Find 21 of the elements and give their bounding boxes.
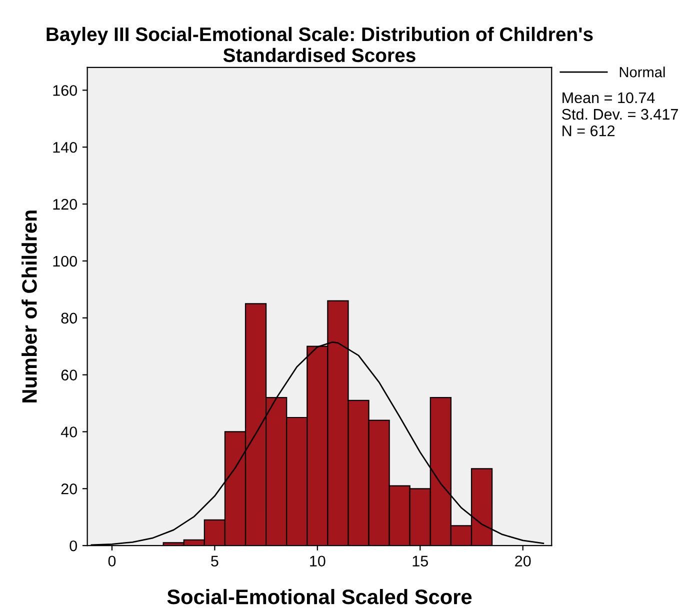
text: Std. Dev. = 3.417 — [562, 108, 678, 120]
y-tick-label: 0 — [70, 540, 77, 552]
y-tick-label: 100 — [53, 256, 77, 267]
text: N = 612 — [562, 125, 614, 136]
legend-label: Normal — [620, 66, 665, 78]
x-tick-label: 20 — [515, 556, 531, 567]
x-tick-label: 5 — [211, 556, 218, 567]
text: Mean = 10.74 — [562, 92, 655, 104]
x-tick-label: 10 — [310, 556, 326, 567]
y-axis-title: Number of Children — [22, 210, 37, 402]
y-tick-label: 80 — [61, 312, 77, 324]
x-axis-title: Social-Emotional Scaled Score — [167, 588, 472, 604]
y-tick-label: 20 — [61, 484, 77, 494]
y-tick-label: 120 — [53, 198, 77, 210]
chart-title: Bayley III Social-Emotional Scale: Distribution of Children's Standardised Scores — [46, 26, 593, 62]
x-tick-label: 0 — [108, 556, 116, 567]
y-tick-label: 40 — [60, 426, 77, 438]
y-tick-label: 60 — [61, 370, 77, 380]
y-tick-label: 160 — [53, 85, 77, 96]
y-tick-label: 140 — [53, 142, 77, 153]
x-tick-label: 15 — [412, 556, 428, 567]
